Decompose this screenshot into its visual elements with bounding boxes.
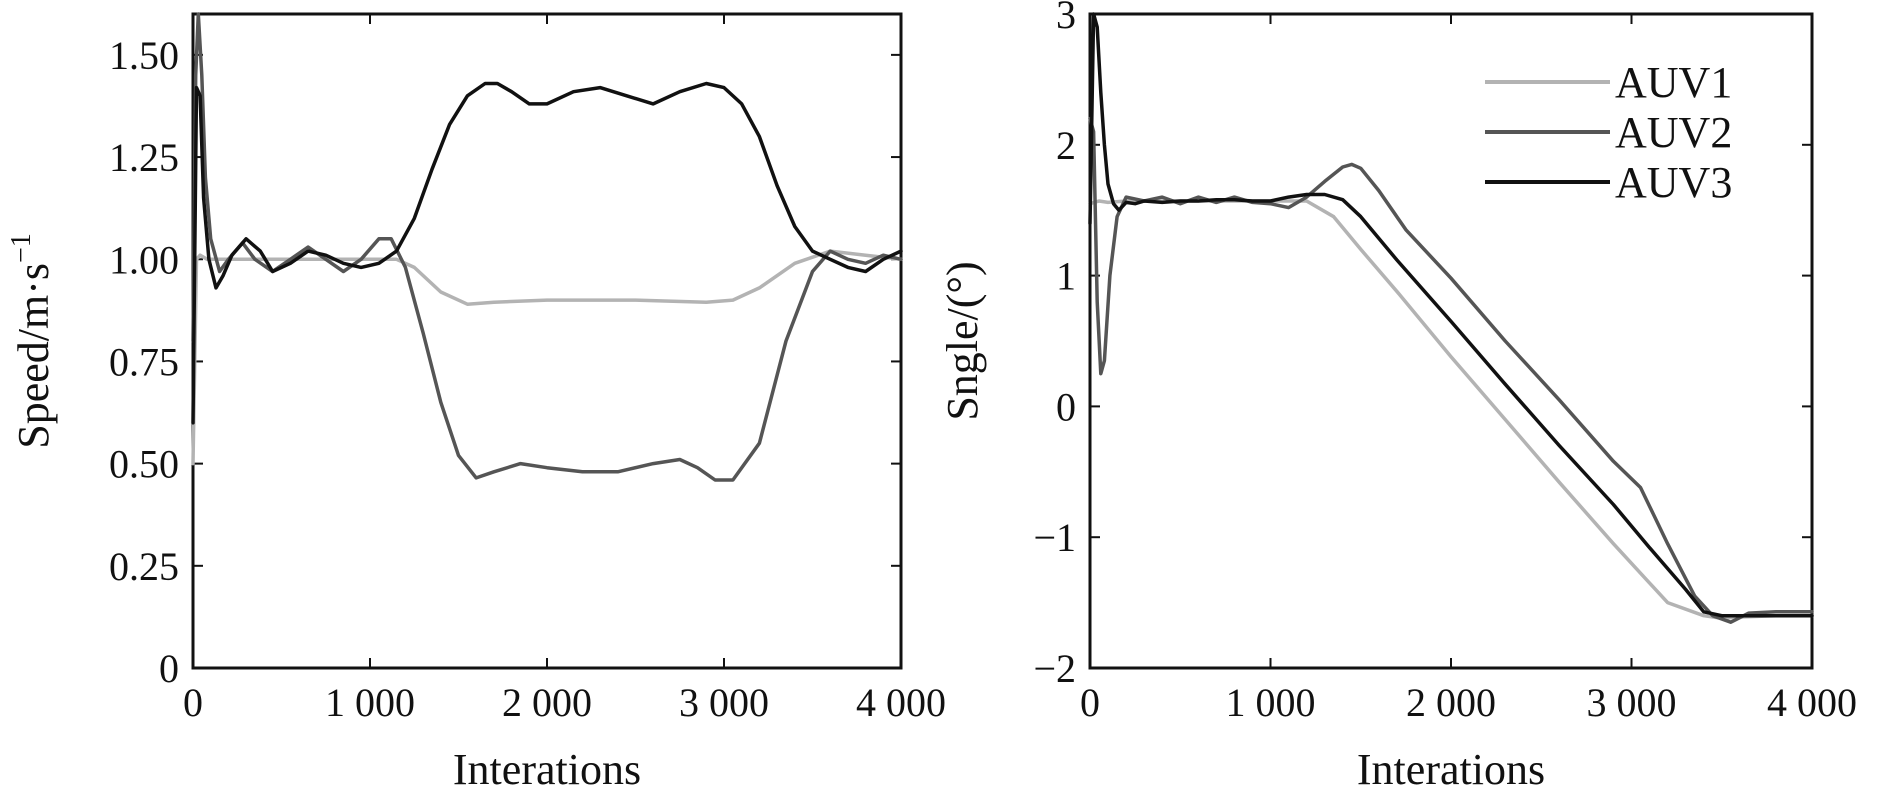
angle-x-tick-label-4: 4 000	[1767, 680, 1857, 725]
speed-chart: 0 1 000 2 000 3 000 4 000 0 0.25 0.50 0.75 1.00 1.…	[6, 12, 946, 791]
speed-series-line-2	[191, 12, 903, 482]
angle-chart-ticks: 0 1 000 2 000 3 000 4 000 −2 −1 0 1 2 3	[1033, 0, 1857, 725]
angle-y-tick-label-3: 1	[1056, 254, 1076, 299]
legend-label-2: AUV2	[1615, 108, 1732, 157]
angle-x-tick-label-1: 1 000	[1226, 680, 1316, 725]
angle-y-tick-label-2: 0	[1056, 384, 1076, 429]
angle-y-tick-label-5: 3	[1056, 0, 1076, 37]
speed-x-tick-label-0: 0	[183, 680, 203, 725]
speed-chart-series	[191, 12, 903, 482]
angle-x-tick-label-3: 3 000	[1587, 680, 1677, 725]
speed-chart-ticks: 0 1 000 2 000 3 000 4 000 0 0.25 0.50 0.75 1.00 1.…	[109, 14, 946, 725]
speed-y-tick-label-1: 0.25	[109, 544, 179, 589]
angle-y-axis-label: Sngle/(°)	[938, 261, 987, 420]
angle-x-axis-label: Interations	[1357, 745, 1545, 791]
angle-x-tick-label-2: 2 000	[1406, 680, 1496, 725]
angle-series-line-1	[1088, 199, 1814, 621]
speed-x-tick-label-3: 3 000	[679, 680, 769, 725]
speed-x-axis-label: Interations	[453, 745, 641, 791]
angle-series-line-3	[1088, 12, 1814, 618]
speed-y-axis-label: Speed/m·s−1	[6, 233, 58, 449]
angle-y-tick-label-1: −1	[1033, 515, 1076, 560]
speed-x-tick-label-4: 4 000	[856, 680, 946, 725]
speed-y-tick-label-5: 1.25	[109, 135, 179, 180]
speed-y-axis-label-main: Speed/m·s	[9, 263, 58, 449]
angle-chart-series	[1088, 12, 1814, 624]
angle-y-tick-label-0: −2	[1033, 646, 1076, 691]
speed-y-tick-label-6: 1.50	[109, 33, 179, 78]
legend-label-3: AUV3	[1615, 158, 1732, 207]
angle-y-tick-label-4: 2	[1056, 123, 1076, 168]
speed-y-tick-label-3: 0.75	[109, 339, 179, 384]
legend-label-1: AUV1	[1615, 58, 1732, 107]
speed-y-axis-label-sup: −1	[6, 233, 37, 263]
speed-y-tick-label-0: 0	[159, 646, 179, 691]
speed-x-tick-label-1: 1 000	[325, 680, 415, 725]
speed-series-line-3	[191, 81, 903, 425]
speed-x-tick-label-2: 2 000	[502, 680, 592, 725]
speed-y-tick-label-4: 1.00	[109, 237, 179, 282]
angle-chart: 0 1 000 2 000 3 000 4 000 −2 −1 0 1 2 3 Interation…	[938, 0, 1857, 791]
speed-series-line-1	[191, 249, 903, 466]
angle-x-tick-label-0: 0	[1080, 680, 1100, 725]
speed-plot-frame	[191, 12, 903, 670]
angle-series-line-2	[1088, 116, 1814, 624]
speed-y-tick-label-2: 0.50	[109, 442, 179, 487]
